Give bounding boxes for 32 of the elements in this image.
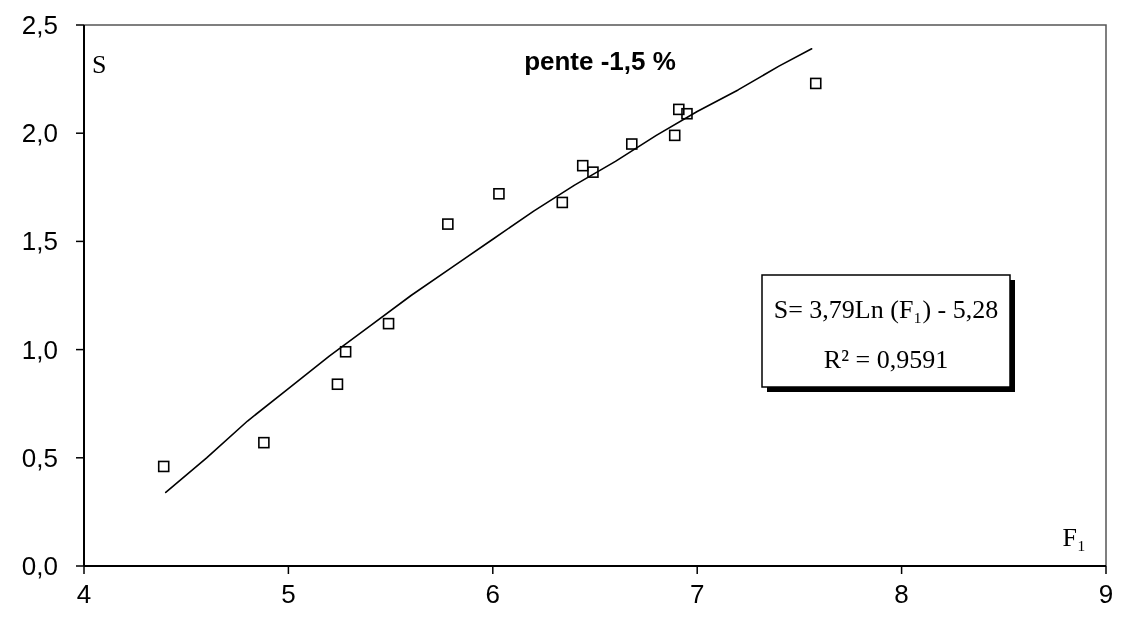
point (493, 187, 505, 200)
point (157, 460, 170, 473)
point (668, 129, 681, 142)
y-tick-label: 1,0 (21, 334, 58, 365)
x-tick-label: 9 (1098, 579, 1114, 609)
x-tick-label: 5 (281, 579, 296, 609)
point (576, 159, 589, 172)
y-tick-label: 1,5 (21, 226, 58, 257)
text: pente -1,5 % (524, 46, 676, 76)
point (331, 378, 344, 391)
y-tick-label: 0,5 (21, 442, 58, 473)
y-tick-label: 2,0 (21, 118, 58, 149)
annotation: S= 3,79Ln (F₁) - 5,28 (773, 295, 999, 324)
x-axis-title: F₁ (1062, 523, 1086, 552)
y-tick-label: 0,0 (21, 551, 58, 581)
point (673, 103, 685, 116)
point (382, 317, 395, 330)
point (625, 138, 638, 150)
point (339, 345, 352, 358)
point (556, 196, 569, 209)
x-tick-label: 7 (689, 579, 705, 609)
point (258, 436, 270, 449)
x-tick-label: 4 (76, 579, 92, 609)
point (809, 77, 822, 90)
point (587, 166, 599, 178)
x-tick-label: 8 (894, 579, 909, 609)
x-tick-label: 6 (485, 579, 501, 609)
y-axis-title: S (92, 50, 107, 79)
point (442, 218, 454, 230)
annotation: R² = 0,9591 (823, 345, 949, 374)
y-tick-label: 2,5 (21, 10, 58, 40)
point (681, 107, 693, 120)
